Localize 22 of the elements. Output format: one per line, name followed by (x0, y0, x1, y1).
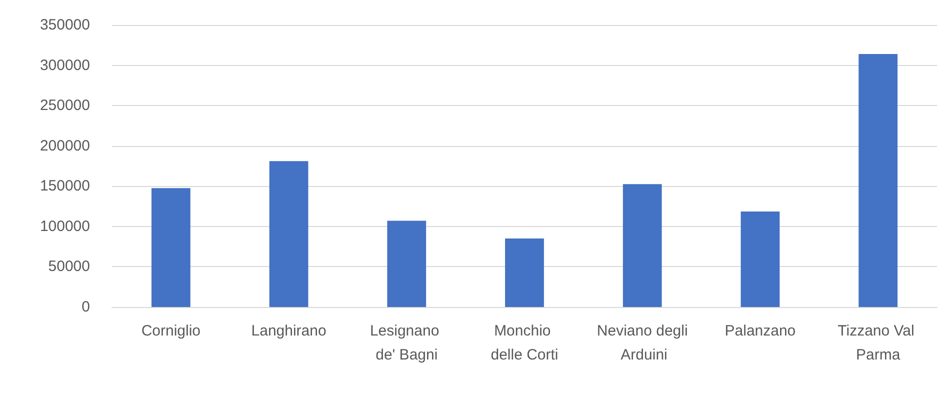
bar (269, 161, 308, 307)
x-tick-label: Tizzano Val Parma (838, 322, 919, 364)
y-tick-label: 150000 (40, 178, 90, 195)
x-tick-label: Monchio delle Corti (490, 322, 558, 364)
y-tick-label: 200000 (40, 137, 90, 154)
y-tick-label: 0 (82, 298, 90, 316)
y-tick-label: 100000 (40, 218, 90, 235)
y-tick-label: 350000 (40, 16, 90, 34)
x-tick-label: Lesignano de' Bagni (370, 322, 444, 364)
bar (387, 220, 426, 307)
x-tick-label: Corniglio (141, 322, 201, 340)
y-tick-label: 50000 (48, 258, 90, 276)
bar (151, 188, 190, 307)
y-tick-label: 250000 (40, 97, 90, 114)
bar (740, 212, 780, 307)
bar (622, 184, 662, 307)
bar (505, 238, 544, 307)
x-tick-label: Neviano degli Arduini (596, 322, 688, 364)
bar (858, 54, 898, 307)
y-tick-label: 300000 (40, 56, 90, 74)
x-tick-label: Langhirano (251, 322, 326, 340)
x-tick-label: Palanzano (724, 322, 796, 340)
